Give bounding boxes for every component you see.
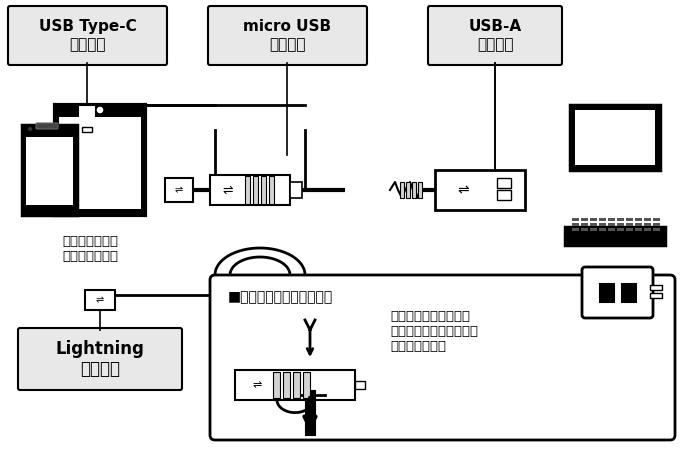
FancyBboxPatch shape: [428, 6, 562, 65]
Bar: [575, 110, 655, 165]
Bar: [78, 105, 96, 130]
Bar: [261, 176, 266, 204]
Circle shape: [27, 126, 33, 132]
Bar: [55, 105, 145, 215]
Bar: [617, 218, 624, 221]
Bar: [635, 223, 642, 226]
Bar: [253, 176, 258, 204]
Bar: [635, 228, 642, 231]
FancyBboxPatch shape: [8, 6, 167, 65]
Bar: [608, 223, 615, 226]
Bar: [608, 228, 615, 231]
Bar: [269, 176, 274, 204]
Bar: [22, 125, 77, 215]
Bar: [653, 223, 660, 226]
Bar: [644, 223, 651, 226]
Bar: [572, 228, 579, 231]
Bar: [435, 170, 525, 210]
Text: ■変換アダプタを使う場合: ■変換アダプタを使う場合: [228, 290, 333, 304]
Bar: [406, 182, 410, 198]
Bar: [599, 228, 606, 231]
FancyBboxPatch shape: [582, 267, 653, 318]
Bar: [581, 223, 588, 226]
Bar: [283, 372, 290, 398]
Text: ⇌: ⇌: [96, 295, 104, 305]
Bar: [590, 228, 597, 231]
Bar: [581, 228, 588, 231]
Bar: [617, 223, 624, 226]
Bar: [570, 105, 660, 170]
Bar: [608, 218, 615, 221]
Bar: [626, 218, 633, 221]
Bar: [650, 285, 662, 289]
Text: コネクタの向きを確認
して、根本までしっかり
差し込みます。: コネクタの向きを確認 して、根本までしっかり 差し込みます。: [390, 310, 478, 353]
Text: ⇌: ⇌: [252, 380, 262, 390]
Bar: [82, 127, 92, 132]
Bar: [418, 182, 422, 198]
Text: USB-A
コネクタ: USB-A コネクタ: [469, 19, 522, 52]
Text: micro USB
コネクタ: micro USB コネクタ: [243, 19, 332, 52]
Bar: [245, 176, 250, 204]
Bar: [235, 370, 355, 400]
Bar: [572, 223, 579, 226]
Bar: [599, 223, 606, 226]
Bar: [644, 218, 651, 221]
Bar: [400, 182, 404, 198]
FancyBboxPatch shape: [36, 123, 58, 129]
Text: ⇌: ⇌: [223, 183, 233, 197]
Bar: [565, 227, 665, 245]
Bar: [599, 218, 606, 221]
FancyBboxPatch shape: [210, 275, 675, 440]
Bar: [626, 223, 633, 226]
Bar: [622, 284, 636, 302]
Text: Lightning
コネクタ: Lightning コネクタ: [56, 340, 144, 379]
Bar: [26, 137, 73, 205]
Bar: [653, 218, 660, 221]
Text: ⇌: ⇌: [457, 183, 469, 197]
Bar: [290, 182, 302, 198]
Bar: [626, 228, 633, 231]
Bar: [303, 372, 310, 398]
Bar: [635, 218, 642, 221]
Bar: [653, 228, 660, 231]
Bar: [355, 381, 365, 389]
Bar: [273, 372, 280, 398]
FancyBboxPatch shape: [208, 6, 367, 65]
Bar: [617, 228, 624, 231]
Text: スマートフォン
タブレット端末: スマートフォン タブレット端末: [62, 235, 118, 263]
Bar: [59, 117, 141, 209]
Bar: [590, 218, 597, 221]
FancyBboxPatch shape: [18, 328, 182, 390]
Bar: [600, 284, 613, 302]
Bar: [412, 182, 416, 198]
Bar: [497, 178, 511, 188]
Bar: [497, 190, 511, 200]
Bar: [210, 175, 290, 205]
Bar: [650, 293, 662, 297]
Bar: [165, 178, 193, 202]
Bar: [590, 223, 597, 226]
Text: USB Type-C
コネクタ: USB Type-C コネクタ: [39, 19, 137, 52]
Bar: [85, 290, 115, 310]
Text: パソコン
USB充電器: パソコン USB充電器: [592, 320, 643, 348]
Bar: [644, 228, 651, 231]
Circle shape: [96, 106, 104, 114]
Text: ⇌: ⇌: [175, 185, 183, 195]
Bar: [581, 218, 588, 221]
Bar: [293, 372, 300, 398]
Bar: [572, 218, 579, 221]
